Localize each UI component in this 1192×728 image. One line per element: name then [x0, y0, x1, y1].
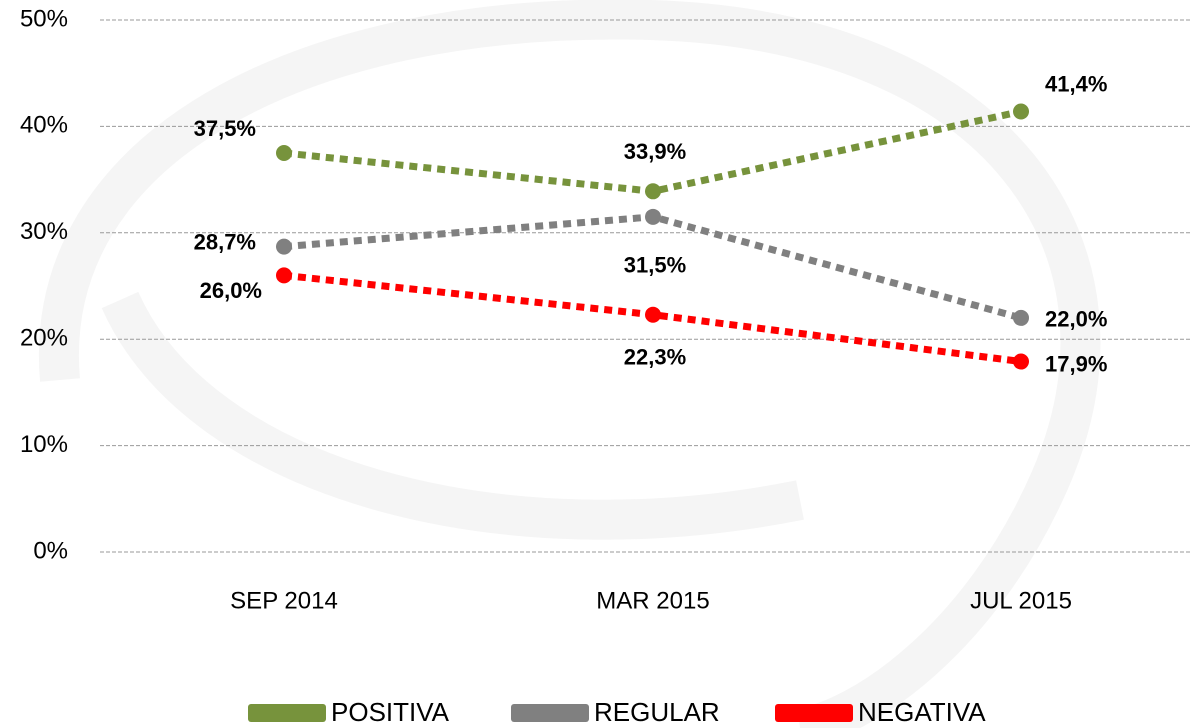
y-tick-label: 40% [20, 112, 68, 139]
point [276, 238, 292, 255]
point [1013, 353, 1029, 370]
data-label: 28,7% [194, 229, 256, 254]
point [645, 208, 661, 225]
y-tick-label: 30% [20, 218, 68, 245]
data-label: 41,4% [1045, 71, 1107, 96]
legend-swatch [775, 704, 853, 722]
y-tick-label: 10% [20, 431, 68, 458]
data-label: 31,5% [624, 253, 686, 278]
x-tick-label: SEP 2014 [230, 587, 338, 614]
point [1013, 309, 1029, 326]
legend-label: POSITIVA [331, 697, 450, 727]
data-label: 22,0% [1045, 307, 1107, 332]
legend-label: NEGATIVA [858, 697, 986, 727]
data-label: 22,3% [624, 345, 686, 370]
y-tick-label: 0% [33, 537, 68, 564]
data-label: 17,9% [1045, 351, 1107, 376]
watermark [101, 291, 804, 540]
legend-swatch [511, 704, 589, 722]
x-tick-label: JUL 2015 [970, 587, 1072, 614]
data-label: 33,9% [624, 139, 686, 164]
legend-swatch [248, 704, 326, 722]
data-label: 37,5% [194, 116, 256, 141]
point [645, 183, 661, 200]
x-tick-label: MAR 2015 [596, 587, 709, 614]
point [276, 267, 292, 284]
point [276, 145, 292, 161]
watermark [38, 0, 1101, 728]
y-tick-label: 50% [20, 5, 68, 32]
data-label: 26,0% [200, 278, 262, 303]
legend-label: REGULAR [594, 697, 720, 727]
point [645, 306, 661, 323]
y-tick-label: 20% [20, 325, 68, 352]
point [1013, 103, 1029, 120]
